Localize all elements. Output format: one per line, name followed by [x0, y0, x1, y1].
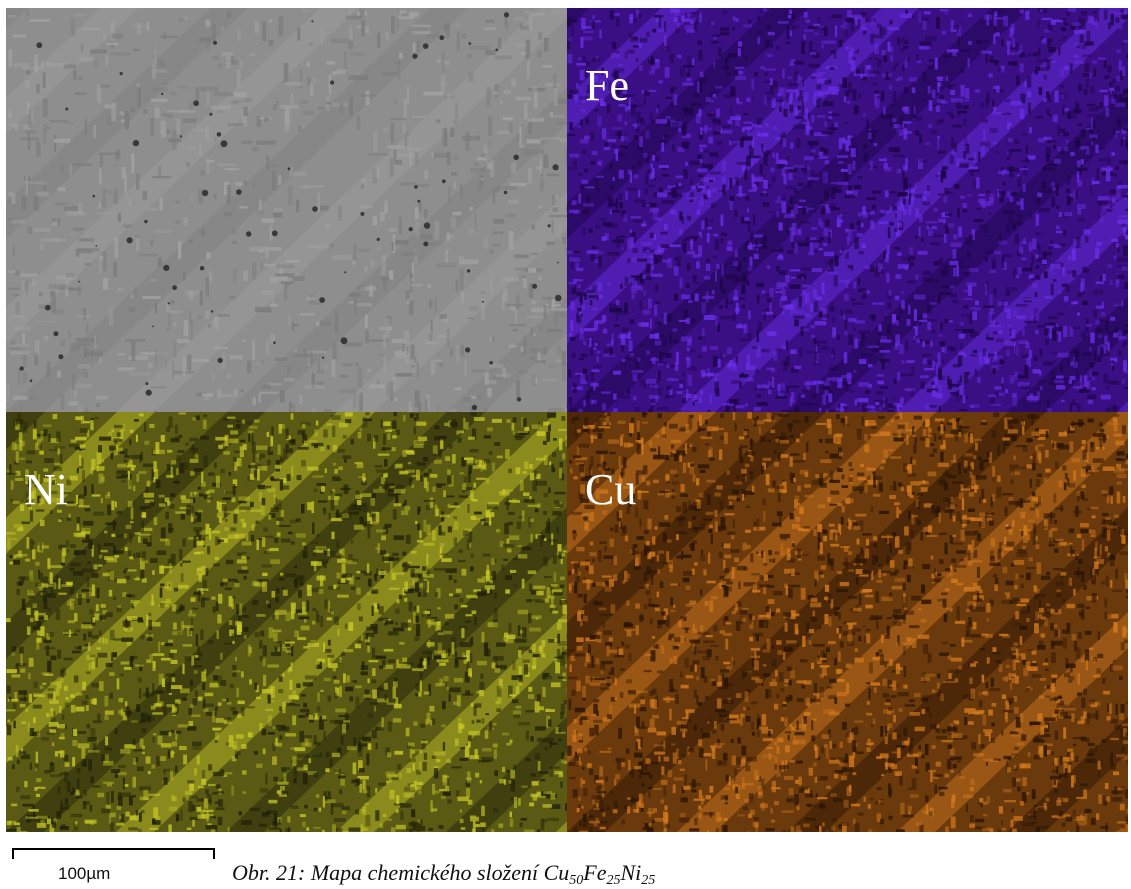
caption-sub-cu: 50: [569, 873, 583, 888]
caption-sub-ni: 25: [641, 873, 655, 888]
scale-bar-line: [12, 848, 215, 859]
caption-sub-fe: 25: [606, 873, 620, 888]
scale-bar: 100µm: [12, 848, 217, 888]
cu-map-panel: Cu: [567, 412, 1128, 832]
sem-microstructure-texture: [6, 8, 567, 412]
caption-ni: Ni: [620, 860, 641, 885]
caption-fe: Fe: [583, 860, 606, 885]
cu-distribution-texture: [567, 412, 1128, 832]
fe-map-panel: Fe: [567, 8, 1128, 412]
ni-label: Ni: [24, 468, 68, 512]
sem-image-panel: [6, 8, 567, 412]
ni-map-panel: Ni: [6, 412, 567, 832]
scale-bar-label: 100µm: [58, 864, 110, 884]
cu-label: Cu: [585, 468, 636, 512]
ni-distribution-texture: [6, 412, 567, 832]
fe-label: Fe: [585, 64, 629, 108]
fe-distribution-texture: [567, 8, 1128, 412]
caption-prefix: Obr. 21: Mapa chemického složení Cu: [232, 860, 569, 885]
figure-caption: Obr. 21: Mapa chemického složení Cu50Fe2…: [232, 860, 655, 889]
